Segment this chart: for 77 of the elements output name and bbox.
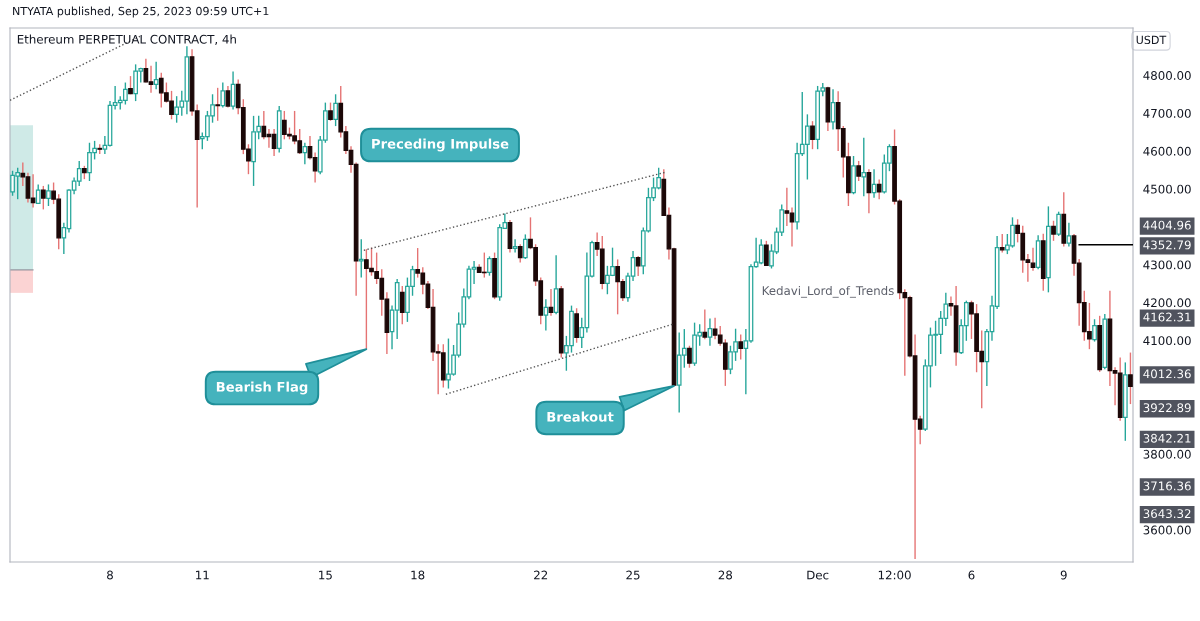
annotation: Kedavi_Lord_of_Trends [762,285,894,298]
candlestick [687,345,692,369]
y-tick-label: 3643.32 [1143,509,1191,519]
candlestick [153,61,159,91]
x-tick-label: 22 [534,570,548,580]
candlestick [302,142,308,166]
y-tick-label: 3842.21 [1143,433,1191,443]
y-tick-label: 4200.00 [1143,298,1191,308]
candlestick [261,110,267,141]
y-tick-label: 4352.79 [1143,240,1191,250]
x-tick-label: 15 [319,570,332,580]
candlestick [40,185,46,211]
y-tick-label: 3716.36 [1143,481,1191,491]
y-tick-label: 3600.00 [1143,525,1191,535]
candlestick [876,178,882,200]
candlestick [810,120,815,150]
y-tick-label: 4300.00 [1143,260,1191,270]
candlestick [861,137,867,197]
x-tick-label: 8 [107,570,113,580]
candlestick [574,307,579,344]
candlestick [328,101,333,122]
candlestick [553,254,559,316]
y-tick-label: 4600.00 [1143,146,1191,156]
y-tick-label: 4500.00 [1143,184,1191,194]
x-tick-label: 6 [968,570,975,580]
x-tick-label: 18 [411,570,425,580]
candlestick [333,93,338,127]
candlestick [517,243,523,264]
candlestick [856,160,862,182]
candlestick [76,160,82,187]
x-tick-label: 28 [718,570,733,580]
y-axis-title: USDT [1136,35,1167,45]
x-tick-label: 25 [626,570,640,580]
y-tick-label: 4012.36 [1143,369,1191,379]
candlestick [133,63,139,102]
y-tick-label: 4800.00 [1143,71,1191,80]
candlestick [1066,221,1072,248]
x-tick-label: 9 [1060,570,1067,580]
x-tick-label: 11 [196,570,209,580]
y-tick-label: 4162.31 [1143,312,1191,322]
annotation: Preceding Impulse [372,138,509,152]
x-tick-label: Dec [807,570,829,580]
candlestick [738,333,744,361]
candlestick [30,173,36,209]
candlestick [399,285,405,325]
y-tick-label: 3800.00 [1143,449,1191,459]
candlestick [543,298,549,332]
x-tick-label: 12:00 [878,570,911,580]
candlestick [487,255,492,277]
candlestick [1051,220,1056,242]
candlestick [512,238,518,254]
candlestick [358,238,364,279]
candlestick [707,317,713,347]
candlestick [522,233,528,260]
candlestick [1092,318,1097,343]
text: NTYATA published, Sep 25, 2023 09:59 UTC+1 [13,6,269,18]
y-tick-label: 4700.00 [1143,108,1191,118]
candlestick [220,81,226,109]
candlestick [702,308,708,341]
annotation: Breakout [547,411,614,422]
candlestick [215,87,221,122]
candlestick [758,238,764,266]
chart-title: Ethereum PERPETUAL CONTRACT, 4h [17,34,236,45]
y-tick-label: 3922.89 [1143,403,1191,413]
candlestick [1056,210,1062,237]
candlestick [1128,351,1133,405]
candlestick [999,233,1005,254]
y-tick-label: 4100.00 [1143,336,1191,346]
y-tick-label: 4404.96 [1143,220,1191,230]
candlestick [174,95,180,124]
candlestick [635,255,641,277]
annotation: Bearish Flag [216,381,308,395]
candlestick [143,57,149,84]
candlestick [763,240,769,267]
candlestick [784,187,790,227]
candlestick [615,258,621,316]
candlestick [46,183,51,207]
